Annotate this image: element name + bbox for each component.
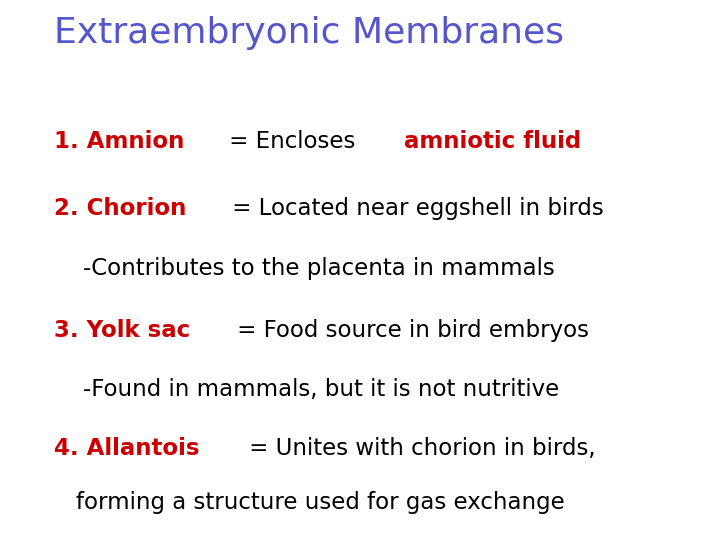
- Text: forming a structure used for gas exchange: forming a structure used for gas exchang…: [76, 491, 564, 515]
- Text: -Contributes to the placenta in mammals: -Contributes to the placenta in mammals: [83, 256, 554, 280]
- Text: = Unites with chorion in birds,: = Unites with chorion in birds,: [242, 437, 595, 461]
- Text: = Located near eggshell in birds: = Located near eggshell in birds: [225, 197, 603, 220]
- Text: = Encloses: = Encloses: [222, 130, 363, 153]
- Text: 3. Yolk sac: 3. Yolk sac: [54, 319, 190, 342]
- Text: Extraembryonic Membranes: Extraembryonic Membranes: [54, 16, 564, 50]
- Text: 1. Amnion: 1. Amnion: [54, 130, 184, 153]
- Text: 4. Allantois: 4. Allantois: [54, 437, 199, 461]
- Text: -Found in mammals, but it is not nutritive: -Found in mammals, but it is not nutriti…: [83, 378, 559, 401]
- Text: amniotic fluid: amniotic fluid: [404, 130, 581, 153]
- Text: = Food source in bird embryos: = Food source in bird embryos: [230, 319, 589, 342]
- Text: 2. Chorion: 2. Chorion: [54, 197, 186, 220]
